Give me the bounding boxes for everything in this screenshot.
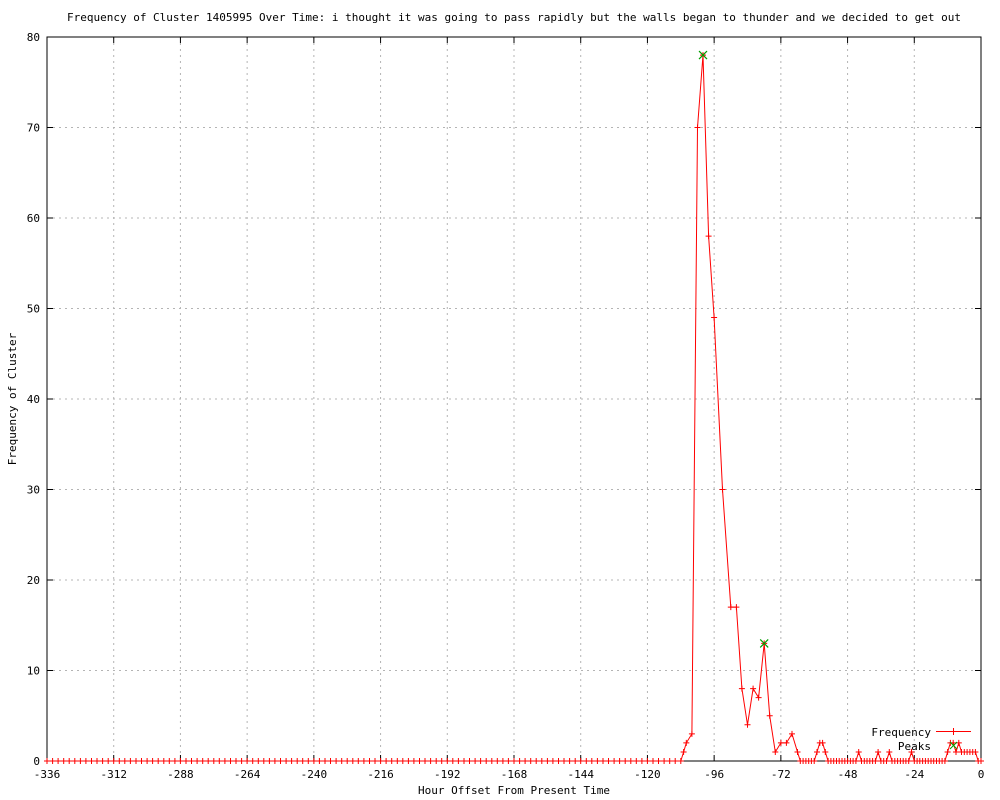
x-tick-label: -216 — [367, 768, 394, 781]
x-tick-label: -264 — [234, 768, 261, 781]
x-tick-label: -336 — [34, 768, 61, 781]
y-tick-label: 70 — [27, 122, 40, 135]
y-tick-label: 40 — [27, 393, 40, 406]
x-tick-label: -24 — [904, 768, 924, 781]
y-tick-label: 50 — [27, 303, 40, 316]
y-tick-label: 10 — [27, 665, 40, 678]
y-tick-label: 0 — [33, 755, 40, 768]
chart-title: Frequency of Cluster 1405995 Over Time: … — [67, 11, 961, 24]
x-tick-label: 0 — [978, 768, 985, 781]
y-tick-label: 80 — [27, 31, 40, 44]
x-tick-label: -96 — [704, 768, 724, 781]
y-tick-label: 30 — [27, 484, 40, 497]
y-axis-label: Frequency of Cluster — [6, 332, 19, 465]
legend: Frequency Peaks — [871, 726, 971, 753]
y-tick-label: 20 — [27, 574, 40, 587]
x-tick-label: -312 — [100, 768, 127, 781]
data-series — [44, 50, 984, 764]
legend-label-peaks: Peaks — [898, 740, 931, 753]
x-tick-label: -48 — [838, 768, 858, 781]
peaks-markers — [698, 50, 769, 648]
x-axis-label: Hour Offset From Present Time — [418, 784, 610, 797]
legend-sample-peaks-marker — [949, 741, 958, 750]
x-tick-label: -168 — [501, 768, 528, 781]
axis-tick-labels: -336 -312 -288 -264 -240 -216 -192 -168 -144 -120… — [27, 31, 985, 781]
x-tick-label: -240 — [301, 768, 328, 781]
legend-sample-frequency-line — [936, 728, 971, 735]
x-tick-label: -288 — [167, 768, 194, 781]
x-tick-label: -144 — [567, 768, 594, 781]
frequency-point-markers — [44, 52, 984, 764]
legend-label-frequency: Frequency — [871, 726, 931, 739]
y-tick-label: 60 — [27, 212, 40, 225]
x-tick-label: -192 — [434, 768, 461, 781]
grid-lines — [47, 37, 981, 761]
x-tick-label: -72 — [771, 768, 791, 781]
x-tick-label: -120 — [634, 768, 661, 781]
